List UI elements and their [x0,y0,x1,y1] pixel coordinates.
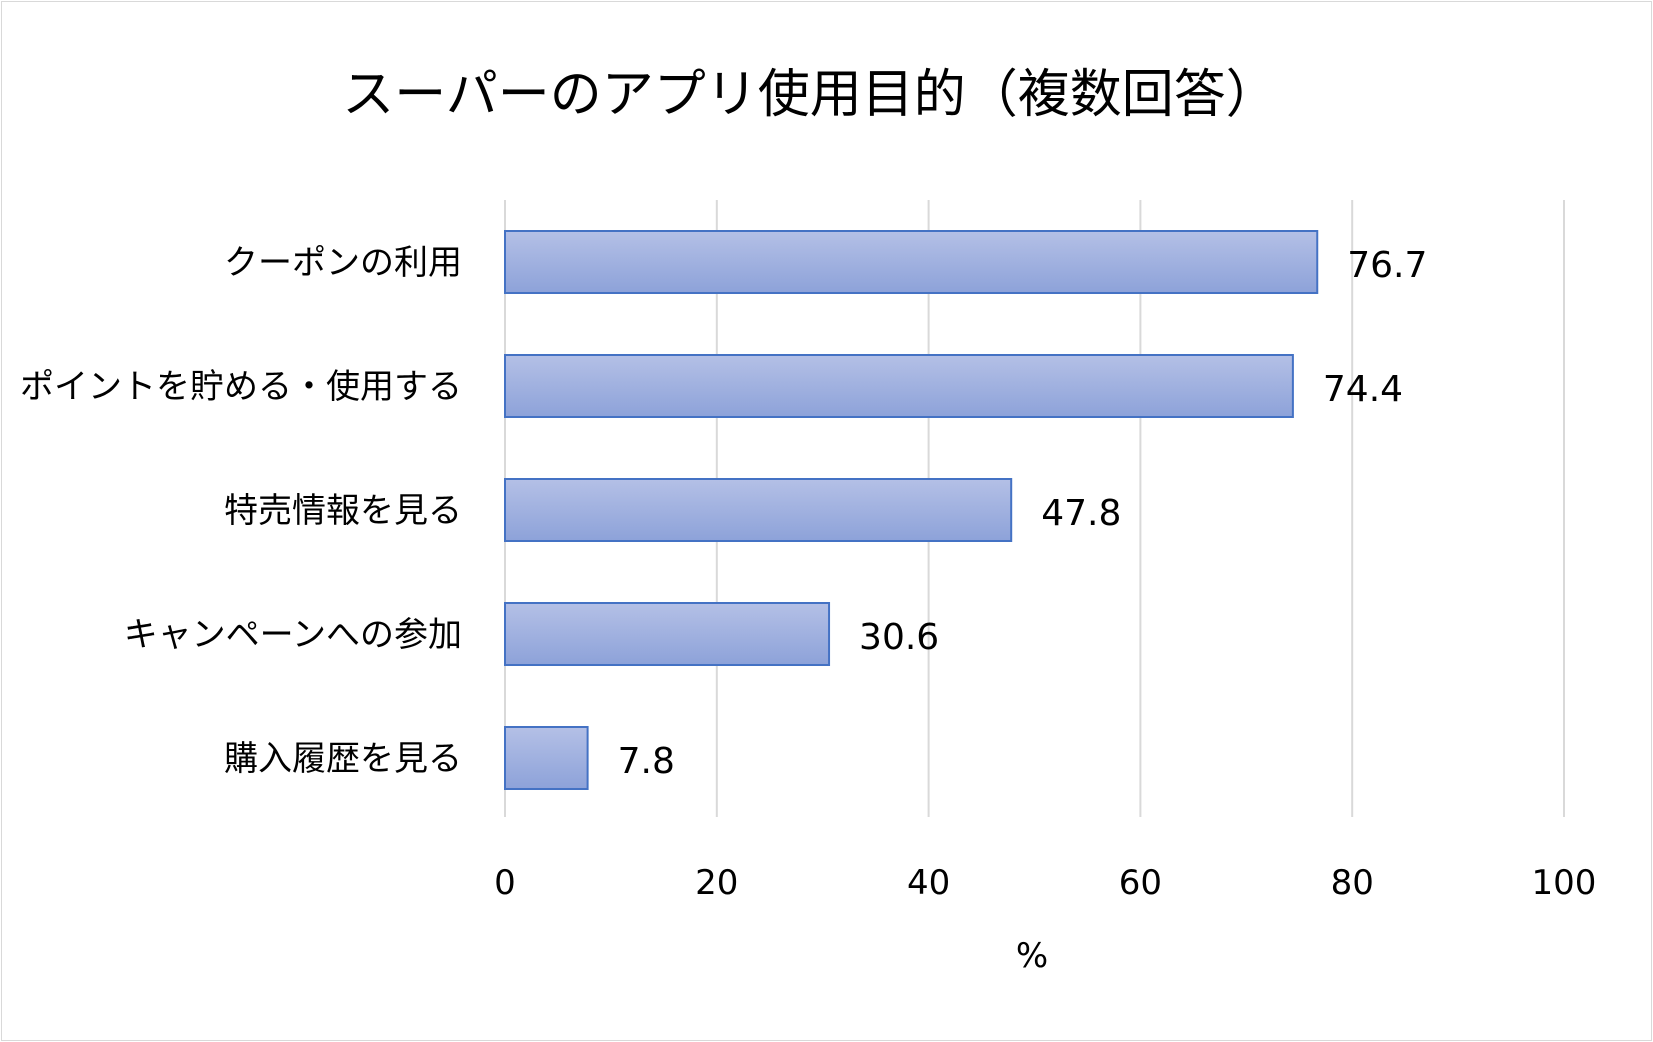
category-label: 特売情報を見る [224,491,462,531]
bars [504,230,1319,790]
chart-title: スーパーのアプリ使用目的（複数回答） [342,65,1277,125]
data-label: 7.8 [618,741,675,782]
category-label: ポイントを貯める・使用する [20,367,462,407]
category-labels: クーポンの利用ポイントを貯める・使用する特売情報を見るキャンペーンへの参加購入履… [20,243,462,779]
data-labels: 76.7 74.4 47.8 30.6 7.8 [618,245,1428,782]
bar [504,354,1294,418]
x-tick-label: 40 [907,863,950,903]
x-tick-label: 60 [1119,863,1162,903]
data-label: 74.4 [1323,369,1403,410]
bar [504,726,589,790]
bar [504,602,831,666]
x-tick-label: 0 [494,863,516,903]
category-label: キャンペーンへの参加 [124,615,462,655]
x-axis-ticks: 0 20 40 60 80 100 [494,863,1596,903]
x-tick-label: 100 [1532,863,1597,903]
data-label: 76.7 [1347,245,1427,286]
x-axis-title: % [1016,936,1048,976]
data-label: 47.8 [1041,493,1121,534]
category-label: クーポンの利用 [224,243,462,283]
x-tick-label: 80 [1331,863,1374,903]
category-label: 購入履歴を見る [224,739,462,779]
data-label: 30.6 [859,617,939,658]
x-tick-label: 20 [695,863,738,903]
bar [504,230,1319,294]
bar [504,478,1013,542]
